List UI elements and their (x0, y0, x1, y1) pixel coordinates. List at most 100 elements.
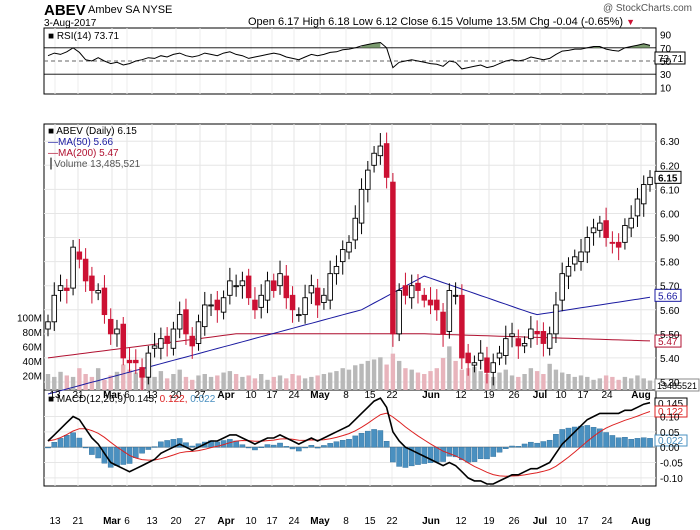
candle-body (95, 290, 101, 294)
price-legend-item: ■ ABEV (Daily) 6.15 (48, 126, 137, 137)
candle-body (170, 328, 177, 349)
macd-histogram-bar (308, 445, 315, 448)
macd-tick-label: 0.00 (660, 443, 680, 454)
macd-histogram-bar (258, 446, 265, 448)
x-tick-label: 24 (288, 516, 300, 527)
macd-histogram-bar (189, 445, 196, 448)
macd-histogram-bar (89, 446, 95, 455)
candle-body (559, 273, 565, 301)
volume-bar (271, 376, 276, 390)
macd-legend-part: 0.145, (126, 394, 157, 405)
macd-histogram-bar (132, 446, 139, 458)
candle-body (427, 299, 434, 306)
candle-body (515, 338, 522, 347)
x-tick-label: 19 (483, 390, 495, 401)
rsi-tick-label: 30 (660, 70, 672, 81)
candle-body (239, 280, 246, 287)
macd-histogram-bar (358, 433, 365, 448)
volume-bar (478, 371, 483, 390)
price-tick-label: 5.90 (660, 234, 680, 245)
ma50-value-box (654, 288, 682, 302)
volume-bar (428, 371, 433, 390)
volume-bar (321, 374, 327, 390)
x-tick-label: 15 (364, 516, 376, 527)
macd-histogram-bar (452, 446, 459, 458)
volume-bar (440, 358, 446, 390)
stockcharts-brand[interactable]: @ StockCharts.com (602, 3, 692, 14)
macd-value-box (654, 434, 688, 447)
volume-bar (133, 372, 138, 390)
macd-histogram-bar (540, 441, 547, 448)
candle-body (70, 246, 76, 289)
candle-body (145, 352, 152, 378)
macd-tick-label: -0.05 (660, 459, 683, 470)
volume-bar (302, 378, 308, 390)
macd-histogram-bar (120, 446, 127, 465)
macd-histogram-bar (396, 446, 402, 467)
volume-value-box (654, 378, 700, 392)
volume-bar (597, 378, 603, 390)
macd-legend-part: 0.022 (187, 394, 215, 405)
volume-bar (647, 380, 653, 390)
volume-tick-label: 100M (17, 313, 42, 324)
macd-histogram-bar (471, 446, 478, 462)
price-tick-label: 5.60 (660, 306, 680, 317)
macd-histogram-bar (314, 446, 321, 449)
x-tick-label: 17 (266, 390, 278, 401)
macd-histogram-bar (283, 446, 290, 448)
macd-histogram-bar (597, 428, 603, 448)
x-tick-label: Aug (631, 390, 650, 401)
volume-bar (566, 374, 571, 390)
macd-histogram-bar (559, 429, 566, 448)
volume-bar (177, 369, 182, 390)
candle-body (327, 273, 333, 301)
candle-body (647, 176, 653, 186)
volume-bar (403, 368, 408, 390)
macd-histogram-bar (264, 444, 271, 448)
x-tick-label: Jul (533, 390, 548, 401)
volume-bar (528, 368, 534, 390)
macd-histogram-bar (490, 446, 497, 457)
macd-histogram-bar (502, 446, 509, 449)
x-tick-label: 10 (245, 390, 257, 401)
macd-histogram-bar (465, 446, 471, 463)
chart-date: 3-Aug-2017 (44, 18, 97, 29)
chg-value: -0.04 (-0.65%) (552, 16, 624, 28)
candle-body (271, 280, 277, 291)
price-tick-label: 5.30 (660, 378, 680, 389)
candle-body (578, 251, 584, 263)
candle-body (252, 299, 258, 311)
macd-histogram-bar (270, 444, 277, 448)
volume-bar (553, 369, 559, 390)
candle-body (302, 297, 308, 316)
volume-bar (635, 375, 640, 390)
macd-histogram-bar (333, 441, 340, 448)
candle-body (440, 311, 446, 335)
candle-body (202, 304, 208, 328)
ticker-symbol: ABEV (44, 2, 86, 19)
candle-body (339, 249, 346, 263)
volume-bar (83, 374, 88, 390)
volume-bar (409, 369, 414, 390)
x-tick-label: 13 (146, 516, 158, 527)
rsi-value-label: 73.71 (658, 54, 683, 65)
company-label: Ambev SA (88, 4, 140, 16)
macd-histogram-bar (158, 441, 164, 448)
macd-histogram-bar (628, 438, 634, 448)
candle-body (402, 285, 409, 296)
candle-body (214, 299, 221, 311)
macd-value-label: 0.122 (658, 407, 683, 418)
candle-body (565, 265, 572, 277)
volume-bar (233, 374, 239, 390)
macd-histogram-bar (70, 432, 76, 448)
volume-bar (365, 360, 371, 390)
candle-body (64, 287, 70, 291)
macd-histogram-bar (327, 443, 333, 448)
macd-histogram-bar (427, 446, 434, 463)
volume-bar (334, 371, 339, 390)
volume-bar (578, 375, 584, 390)
volume-bar (70, 376, 76, 390)
ma200-line (47, 333, 651, 359)
candle-body (158, 338, 164, 349)
low-value: 6.12 (375, 16, 398, 28)
